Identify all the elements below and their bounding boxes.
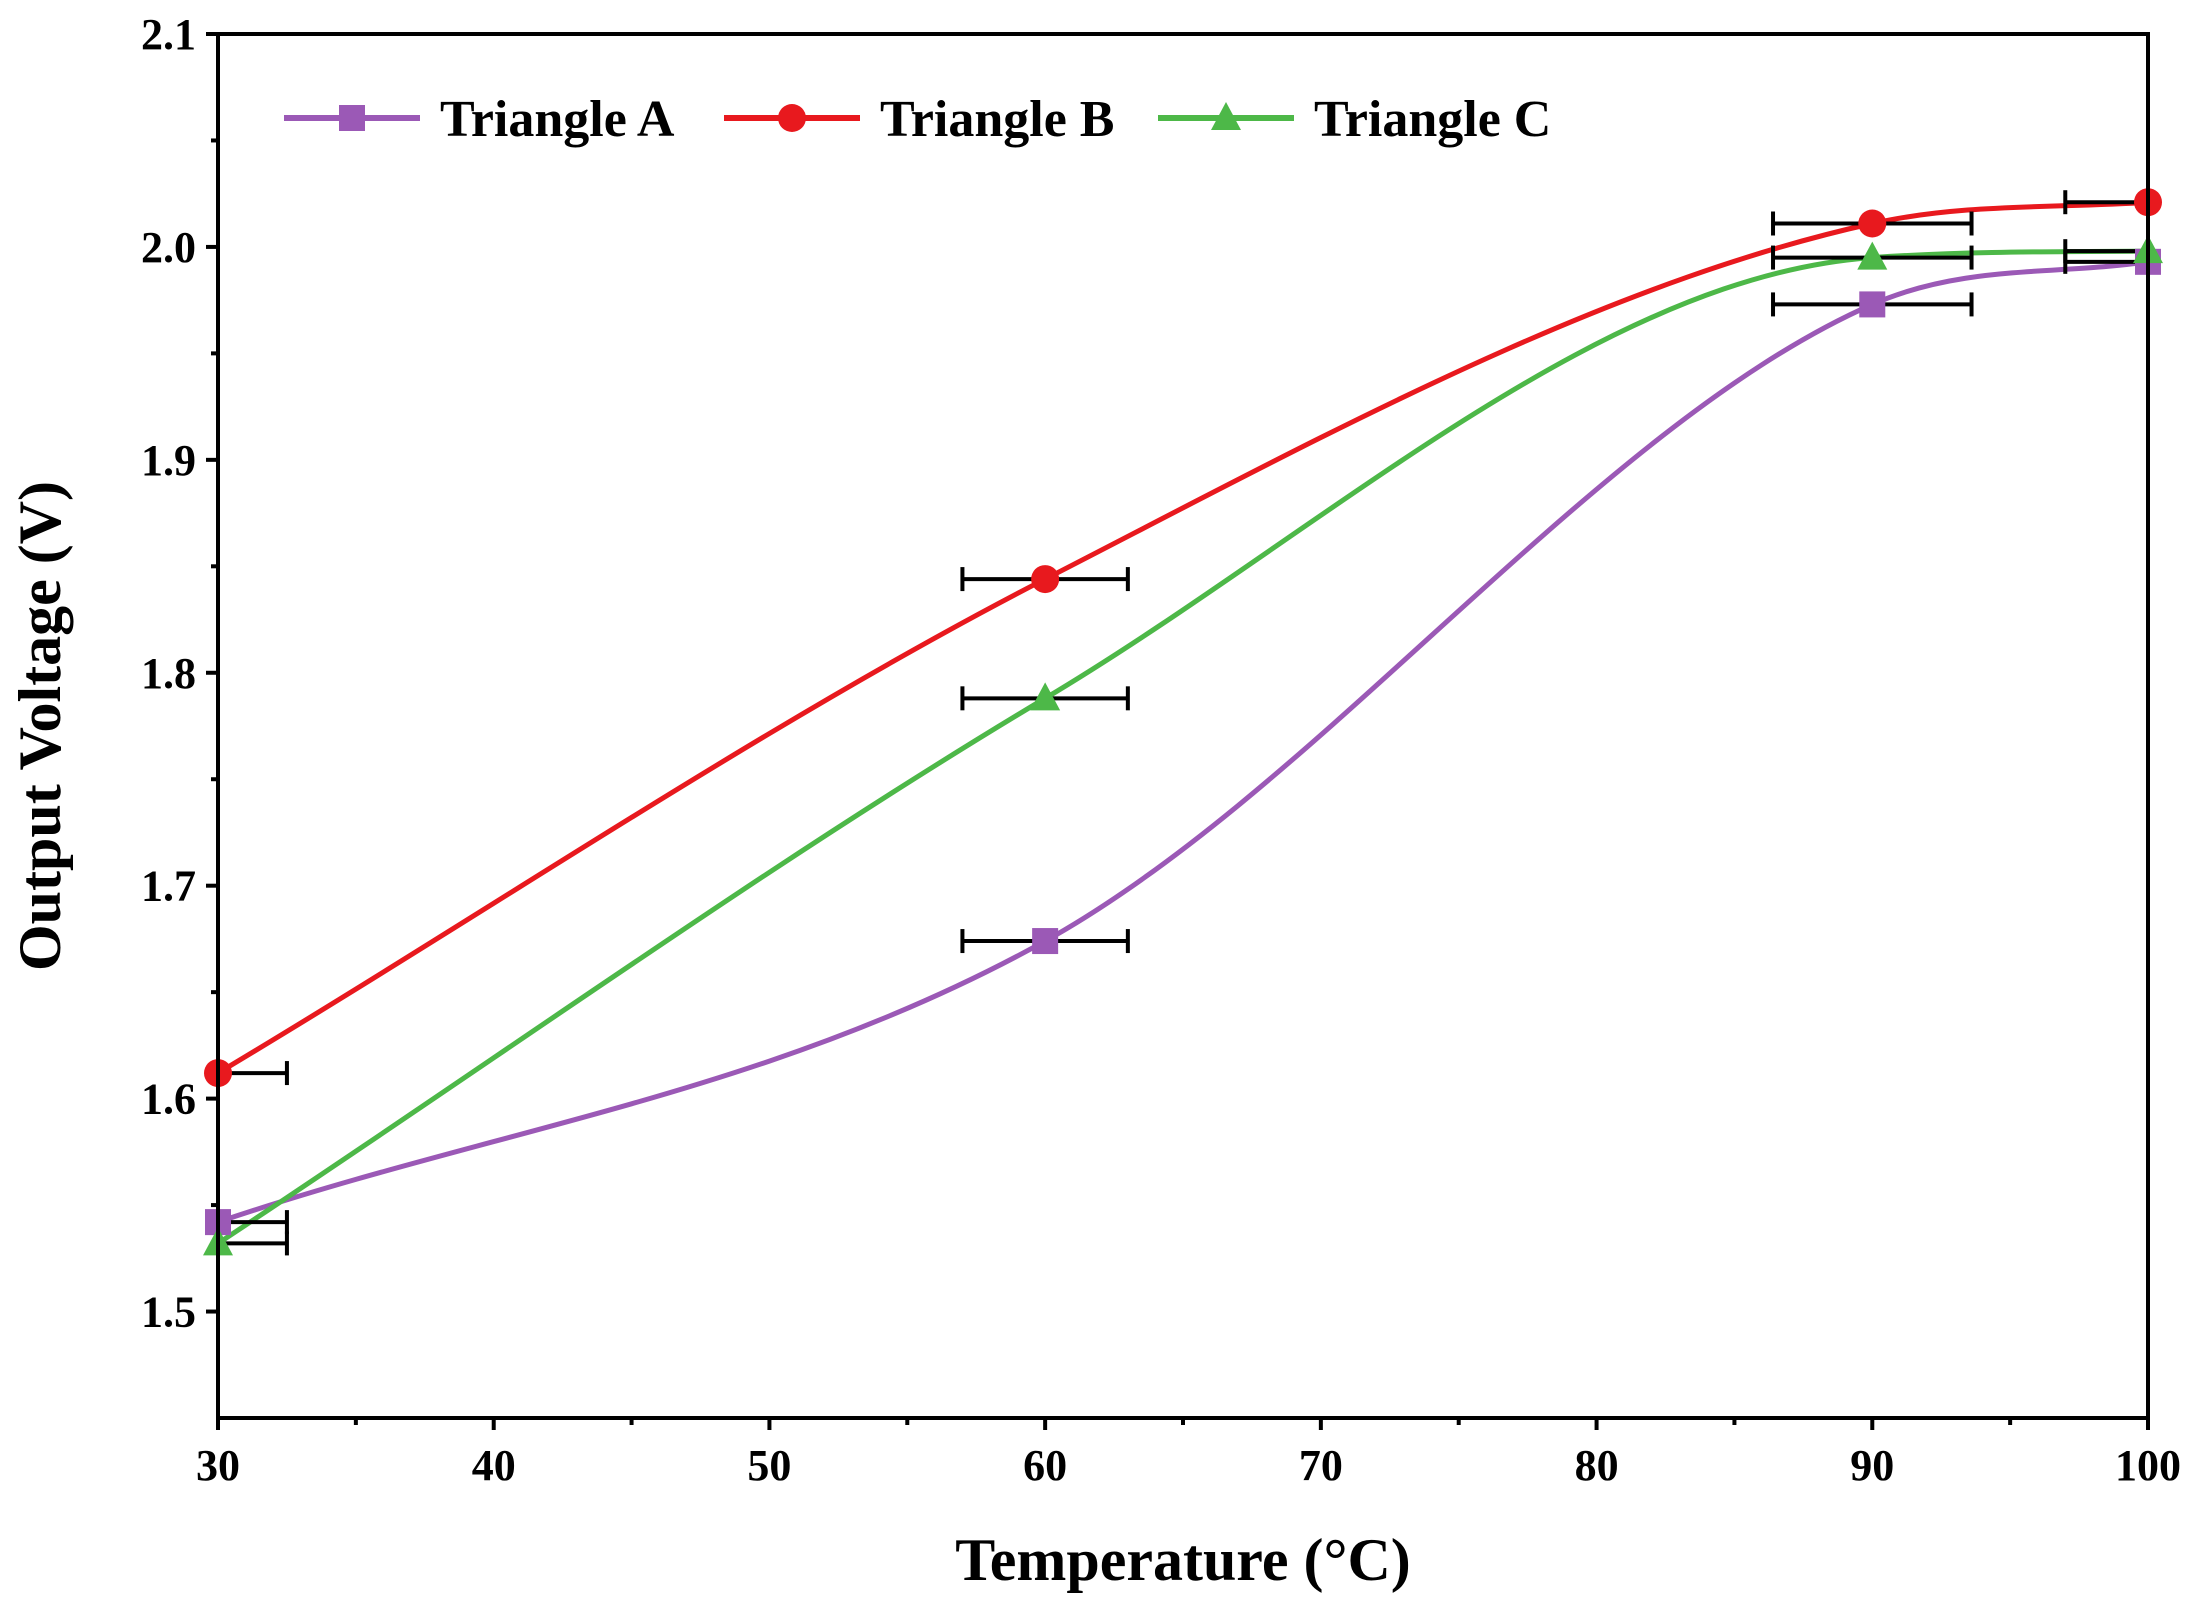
legend-label-triangle-b: Triangle B	[880, 91, 1114, 148]
x-tick-label: 60	[1023, 1441, 1067, 1490]
x-axis-title: Temperature (°C)	[955, 1527, 1411, 1593]
triangle-a-line	[217, 259, 2149, 1225]
y-tick-labels: 1.5 1.6 1.7 1.8 1.9 2.0 2.1	[141, 10, 196, 1337]
x-tick-labels: 30 40 50 60 70 80 90 100	[196, 1441, 2181, 1490]
y-tick-label: 1.9	[141, 436, 196, 485]
y-axis-title: Output Voltage (V)	[7, 481, 73, 971]
y-tick-label: 1.7	[141, 862, 196, 911]
x-tick-label: 40	[472, 1441, 516, 1490]
triangle-b-point	[1858, 209, 1887, 238]
x-tick-label: 30	[196, 1441, 240, 1490]
y-tick-label: 1.6	[141, 1075, 196, 1124]
triangle-c-line	[216, 248, 2149, 1246]
x-tick-label: 100	[2115, 1441, 2181, 1490]
triangle-b-point	[1031, 565, 1060, 594]
data-markers	[203, 188, 2163, 1256]
triangle-b-line	[216, 199, 2149, 1076]
triangle-c-point	[1857, 241, 1888, 270]
x-tick-label: 50	[747, 1441, 791, 1490]
y-tick-label: 2.0	[141, 223, 196, 272]
legend-label-triangle-a: Triangle A	[440, 91, 675, 148]
x-tick-label: 90	[1850, 1441, 1894, 1490]
legend-label-triangle-c: Triangle C	[1314, 91, 1551, 148]
plot-area-frame	[216, 32, 2150, 1420]
series-lines	[216, 199, 2149, 1246]
y-tick-label: 1.8	[141, 649, 196, 698]
error-bars	[218, 190, 2148, 1256]
triangle-a-point	[1032, 928, 1059, 955]
legend-marker-triangle-a	[339, 105, 365, 131]
y-tick-label: 1.5	[141, 1288, 196, 1337]
tick-marks	[206, 32, 2150, 1430]
y-tick-label: 2.1	[141, 10, 196, 59]
x-tick-label: 70	[1299, 1441, 1343, 1490]
triangle-c-point	[1030, 682, 1061, 711]
legend-marker-triangle-c	[1211, 102, 1241, 130]
x-tick-label: 80	[1575, 1441, 1619, 1490]
triangle-a-point	[1859, 291, 1886, 318]
legend: Triangle A Triangle B Triangle C	[284, 91, 1551, 148]
legend-marker-triangle-b	[778, 104, 806, 132]
